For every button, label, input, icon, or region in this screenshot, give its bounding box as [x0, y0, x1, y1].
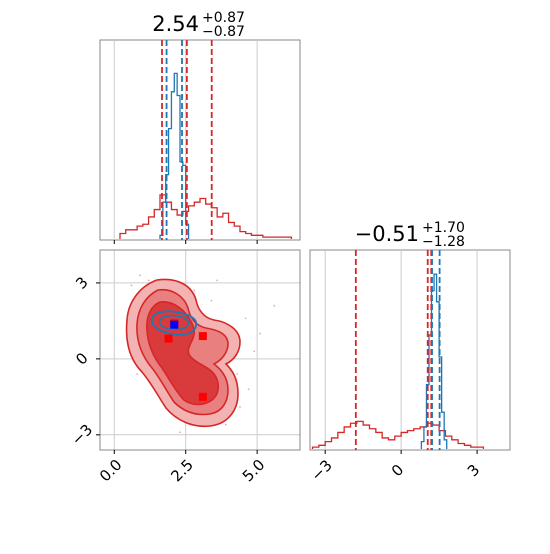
panel-hist-1-frame — [99, 39, 301, 241]
blue-marker — [170, 320, 179, 329]
panel-hist-2-xtick-label-1: 0 — [388, 461, 407, 480]
panel-hist-1: 2.54 +0.87 −0.87 — [99, 10, 301, 244]
panel-contour-xtick-label-1: 2.5 — [167, 456, 197, 486]
panel-contour-markers — [164, 319, 207, 401]
contour-blue-outer — [150, 310, 198, 336]
panel-hist-2-quantile-lines — [354, 250, 441, 450]
sample-point — [224, 423, 227, 426]
panel-hist-1-ticks — [113, 240, 258, 244]
panel-hist-2-title-lower: −1.28 — [422, 234, 465, 250]
panel-hist-1-hist-red — [119, 194, 293, 239]
panel-hist-2-hist-red — [311, 420, 485, 449]
sample-point — [136, 373, 139, 375]
red-marker-2 — [198, 392, 207, 401]
panel-hist-2-ticks: −3 0 3 — [307, 450, 483, 485]
panel-hist-2-histograms — [311, 273, 485, 449]
panel-contour-ytick-label-1: 0 — [72, 349, 91, 368]
panel-contour-frame — [99, 249, 301, 451]
panel-hist-2-xtick-label-2: 3 — [464, 461, 483, 480]
panel-contour-ytick-label-0: −3 — [68, 421, 96, 449]
sample-point — [147, 279, 150, 282]
panel-contour-ytick-label-2: 3 — [72, 273, 91, 292]
panel-hist-2-hist-blue — [420, 273, 448, 449]
panel-hist-1-title-lower: −0.87 — [202, 24, 245, 40]
red-marker-1 — [198, 332, 207, 341]
sample-point — [193, 289, 196, 292]
sample-point — [210, 299, 213, 302]
sample-point — [239, 406, 241, 408]
panel-hist-2: −3 0 3 −0.51 +1.70 −1.28 — [307, 220, 511, 485]
panel-hist-1-title-value: 2.54 — [152, 12, 199, 36]
contour-blue-inner — [158, 314, 190, 331]
panel-hist-1-histograms — [119, 72, 293, 239]
panel-hist-1-title-upper: +0.87 — [202, 10, 245, 26]
sample-point — [179, 431, 181, 434]
panel-hist-2-frame — [309, 249, 511, 451]
sample-point — [247, 388, 250, 391]
panel-hist-2-grid — [324, 250, 478, 450]
panel-hist-1-hist-blue — [159, 72, 190, 239]
panel-hist-2-title-upper: +1.70 — [422, 220, 465, 236]
sample-point — [139, 274, 141, 277]
sample-point — [236, 373, 239, 375]
sample-point — [130, 284, 133, 287]
sample-point — [273, 304, 276, 307]
panel-hist-1-quantile-lines — [161, 40, 213, 240]
panel-contour: 0.0 2.5 5.0 −3 0 3 — [68, 249, 301, 486]
red-marker-0 — [164, 334, 173, 343]
sample-point — [244, 317, 247, 320]
sample-point — [216, 279, 219, 282]
sample-point — [259, 332, 261, 335]
panel-contour-xtick-label-2: 5.0 — [239, 456, 269, 486]
panel-contour-xtick-label-0: 0.0 — [96, 456, 126, 486]
panel-hist-2-title-value: −0.51 — [355, 222, 419, 246]
sample-point — [253, 350, 256, 353]
panel-contour-levels — [125, 278, 241, 428]
panel-hist-2-xtick-label-0: −3 — [307, 456, 335, 484]
